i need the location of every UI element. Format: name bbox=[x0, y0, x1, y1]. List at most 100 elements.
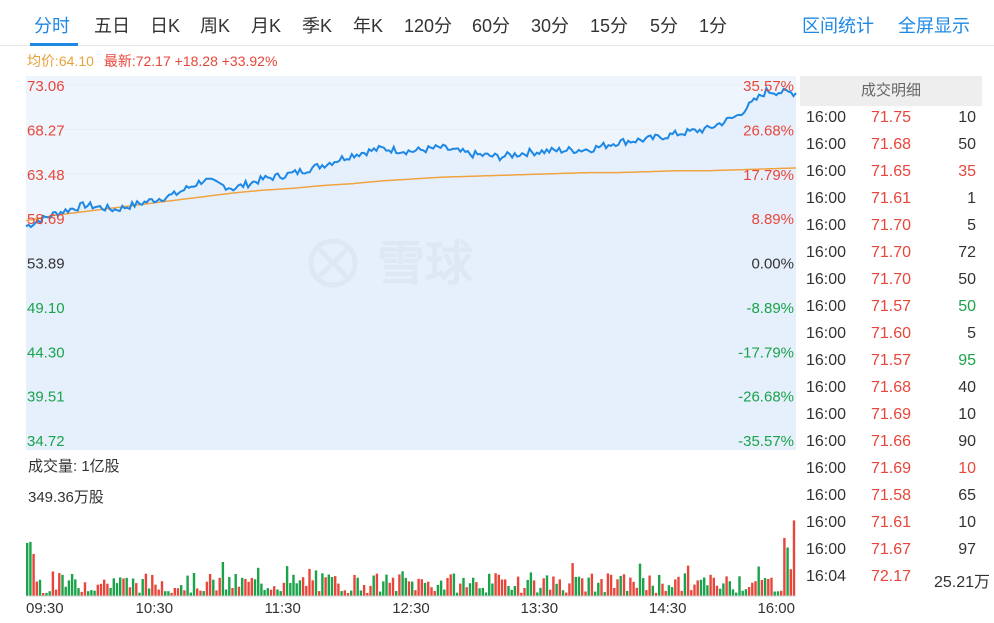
tab-monthly-k[interactable]: 月K bbox=[251, 16, 282, 36]
volume-bar bbox=[568, 583, 571, 596]
volume-bar bbox=[439, 580, 443, 596]
volume-bar bbox=[722, 583, 725, 596]
volume-bar bbox=[523, 588, 526, 596]
trade-row: 16:00 71.65 35 bbox=[800, 160, 994, 187]
volume-bar bbox=[635, 587, 638, 596]
volume-bar bbox=[42, 593, 45, 596]
trade-price: 71.67 bbox=[871, 541, 912, 558]
volume-bar bbox=[789, 569, 792, 596]
volume-bar bbox=[520, 592, 523, 596]
volume-bar bbox=[760, 580, 764, 596]
trade-time: 16:00 bbox=[806, 163, 847, 180]
volume-bar bbox=[491, 583, 494, 596]
tab-15min[interactable]: 15分 bbox=[590, 16, 629, 36]
volume-bar bbox=[472, 577, 475, 596]
time-tick-label: 16:00 bbox=[757, 600, 795, 617]
pct-tick-label: -8.89% bbox=[746, 300, 794, 317]
volume-bar bbox=[744, 589, 748, 596]
volume-bar bbox=[558, 579, 561, 596]
pct-tick-label: 0.00% bbox=[751, 256, 794, 273]
volume-bar bbox=[504, 579, 507, 596]
trade-time: 16:04 bbox=[806, 568, 847, 585]
volume-bar bbox=[67, 580, 71, 596]
volume-bar bbox=[260, 583, 263, 596]
volume-bar bbox=[173, 588, 176, 596]
volume-bar bbox=[45, 592, 48, 596]
volume-bar bbox=[237, 586, 241, 596]
volume-bar bbox=[555, 583, 558, 596]
volume-bar bbox=[584, 591, 587, 596]
intraday-chart: 雪球 73.0668.2763.4858.6953.8949.1044.3039… bbox=[25, 76, 797, 617]
volume-bar bbox=[593, 591, 597, 596]
trade-time: 16:00 bbox=[806, 109, 847, 126]
price-tick-label: 73.06 bbox=[27, 78, 65, 95]
volume-bar bbox=[231, 588, 234, 596]
volume-bar bbox=[430, 587, 433, 596]
volume-bar bbox=[106, 583, 109, 596]
volume-bar bbox=[414, 590, 417, 596]
tab-quarterly-k[interactable]: 季K bbox=[302, 16, 333, 36]
volume-bar bbox=[757, 566, 760, 596]
tab-5min[interactable]: 5分 bbox=[650, 16, 679, 36]
trade-time: 16:00 bbox=[806, 406, 847, 423]
volume-bar bbox=[340, 591, 343, 596]
tab-five-day[interactable]: 五日 bbox=[94, 16, 130, 36]
volume-bar bbox=[170, 592, 173, 596]
volume-bar bbox=[590, 573, 594, 596]
tab-intraday[interactable]: 分时 bbox=[34, 16, 70, 36]
volume-bar bbox=[154, 584, 157, 596]
tab-30min[interactable]: 30分 bbox=[531, 16, 570, 36]
volume-bar bbox=[459, 583, 462, 596]
volume-bar bbox=[427, 581, 430, 596]
tab-120min[interactable]: 120分 bbox=[404, 16, 453, 36]
trade-price: 71.57 bbox=[871, 298, 912, 315]
volume-bar bbox=[215, 590, 218, 596]
volume-bar bbox=[699, 579, 703, 596]
range-stats-link[interactable]: 区间统计 bbox=[802, 16, 874, 36]
volume-bar bbox=[202, 591, 205, 596]
volume-bar bbox=[276, 589, 279, 596]
trade-time: 16:00 bbox=[806, 244, 847, 261]
trade-time: 16:00 bbox=[806, 379, 847, 396]
volume-bar bbox=[574, 576, 577, 596]
volume-bar bbox=[61, 574, 64, 596]
volume-bar bbox=[192, 573, 196, 596]
volume-bar bbox=[330, 577, 334, 596]
tab-daily-k[interactable]: 日K bbox=[150, 16, 181, 36]
trade-row: 16:00 71.67 97 bbox=[800, 538, 994, 565]
volume-bar bbox=[542, 578, 545, 596]
tab-1min[interactable]: 1分 bbox=[699, 16, 728, 36]
volume-bar bbox=[500, 579, 504, 596]
volume-bar bbox=[70, 574, 74, 596]
volume-bar bbox=[706, 585, 709, 596]
volume-bar bbox=[609, 574, 613, 596]
volume-bar bbox=[228, 577, 231, 596]
trade-row: 16:00 71.70 72 bbox=[800, 241, 994, 268]
tab-yearly-k[interactable]: 年K bbox=[353, 16, 384, 36]
volume-bar bbox=[526, 579, 529, 596]
trade-row: 16:00 71.70 50 bbox=[800, 268, 994, 295]
volume-bar bbox=[196, 588, 199, 596]
trade-price: 71.70 bbox=[871, 271, 912, 288]
volume-bar bbox=[83, 582, 87, 596]
pct-tick-label: 17.79% bbox=[743, 167, 794, 184]
trade-time: 16:00 bbox=[806, 433, 847, 450]
volume-bar bbox=[93, 590, 96, 596]
volume-bar bbox=[128, 587, 132, 596]
volume-bar bbox=[26, 542, 29, 596]
volume-bar bbox=[164, 591, 167, 596]
volume-bar bbox=[776, 591, 780, 596]
trade-price: 71.69 bbox=[871, 460, 912, 477]
volume-bar bbox=[208, 574, 212, 596]
fullscreen-link[interactable]: 全屏显示 bbox=[898, 16, 970, 36]
volume-bar bbox=[626, 590, 629, 596]
volume-bar bbox=[212, 579, 215, 596]
volume-bar bbox=[664, 590, 667, 596]
volume-bar bbox=[362, 585, 366, 596]
volume-bar bbox=[725, 576, 728, 596]
tab-60min[interactable]: 60分 bbox=[472, 16, 511, 36]
volume-bar bbox=[263, 590, 266, 596]
volume-bar bbox=[651, 585, 654, 596]
tab-weekly-k[interactable]: 周K bbox=[200, 16, 231, 36]
price-tick-label: 44.30 bbox=[27, 344, 65, 361]
